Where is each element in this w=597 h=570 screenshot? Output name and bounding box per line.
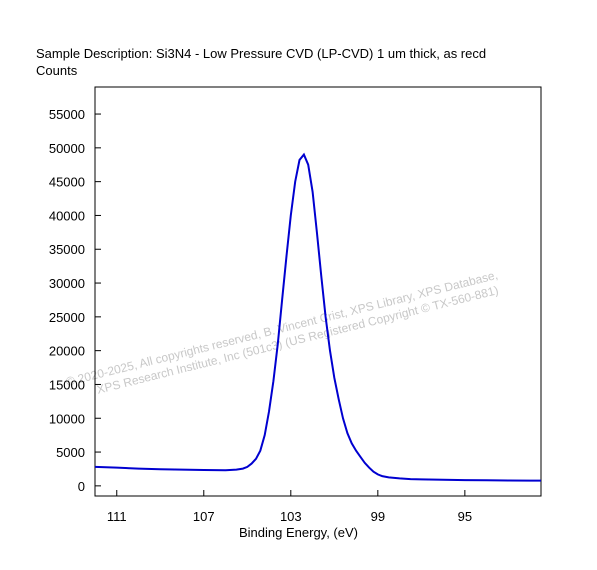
x-tick-label: 107: [193, 509, 215, 524]
y-tick-label: 20000: [49, 344, 85, 359]
x-tick-label: 103: [280, 509, 302, 524]
y-tick-label: 30000: [49, 276, 85, 291]
x-axis-ticks: 111 107 103 99 95: [107, 490, 472, 524]
y-tick-label: 15000: [49, 377, 85, 392]
watermark-line-2: XPS Research Institute, Inc (501c3) (US …: [95, 283, 500, 397]
y-tick-label: 55000: [49, 107, 85, 122]
x-tick-label: 111: [107, 509, 127, 524]
spectrum-line: [94, 152, 541, 482]
x-tick-label: 95: [458, 509, 472, 524]
y-tick-label: 25000: [49, 310, 85, 325]
y-tick-label: 45000: [49, 175, 85, 190]
y-tick-label: 40000: [49, 208, 85, 223]
y-axis-label: Counts: [36, 63, 78, 78]
x-axis-label: Binding Energy, (eV): [239, 525, 358, 540]
y-tick-label: 0: [78, 479, 85, 494]
y-tick-label: 10000: [49, 411, 85, 426]
y-tick-label: 50000: [49, 141, 85, 156]
x-tick-label: 99: [371, 509, 385, 524]
watermark-line-1: © 2020-2025, All copyrights reserved, B.…: [64, 268, 499, 389]
plot-frame: [94, 86, 542, 497]
y-tick-label: 35000: [49, 242, 85, 257]
sample-description: Sample Description: Si3N4 - Low Pressure…: [36, 46, 487, 61]
y-axis-ticks: 0 5000 10000 15000 20000 25000 30000 35000 40000…: [49, 107, 101, 494]
y-tick-label: 5000: [56, 445, 85, 460]
